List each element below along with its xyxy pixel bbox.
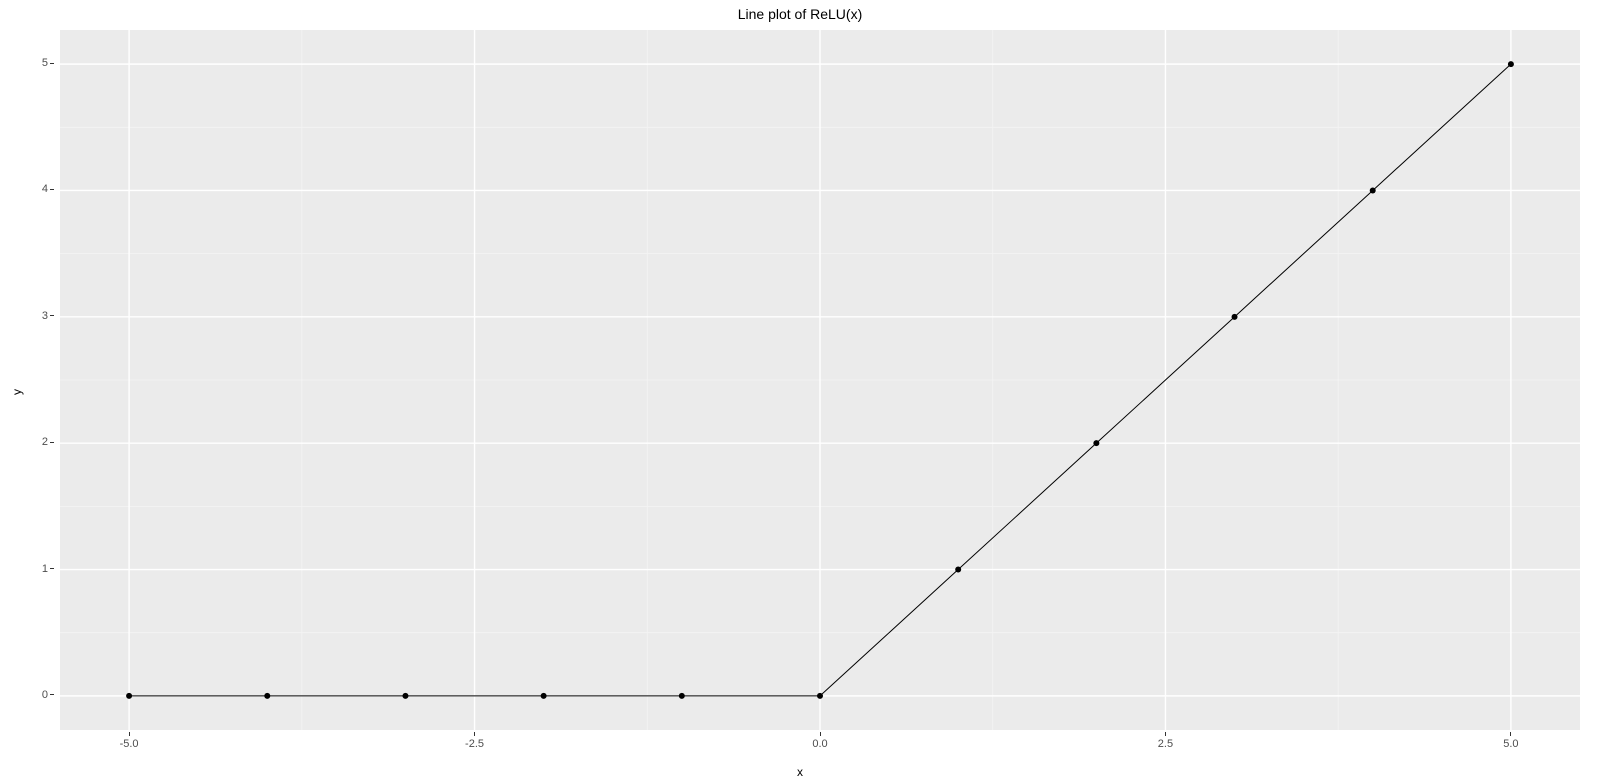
x-tick: 5.0 [1491, 732, 1531, 750]
x-axis-label: x [0, 765, 1600, 779]
y-tick: 5 [14, 57, 54, 69]
y-axis-label: y [10, 389, 24, 395]
y-tick: 3 [14, 310, 54, 322]
x-tick: -5.0 [109, 732, 149, 750]
chart-title: Line plot of ReLU(x) [0, 6, 1600, 22]
y-tick: 2 [14, 436, 54, 448]
y-tick: 1 [14, 563, 54, 575]
plot-panel [60, 30, 1580, 730]
chart-container: Line plot of ReLU(x) y x 0 1 2 3 4 5 -5.0 -2.5… [0, 0, 1600, 783]
x-tick: -2.5 [455, 732, 495, 750]
x-tick: 0.0 [800, 732, 840, 750]
y-tick: 4 [14, 183, 54, 195]
plot-svg [60, 30, 1580, 730]
x-tick: 2.5 [1145, 732, 1185, 750]
y-tick: 0 [14, 689, 54, 701]
